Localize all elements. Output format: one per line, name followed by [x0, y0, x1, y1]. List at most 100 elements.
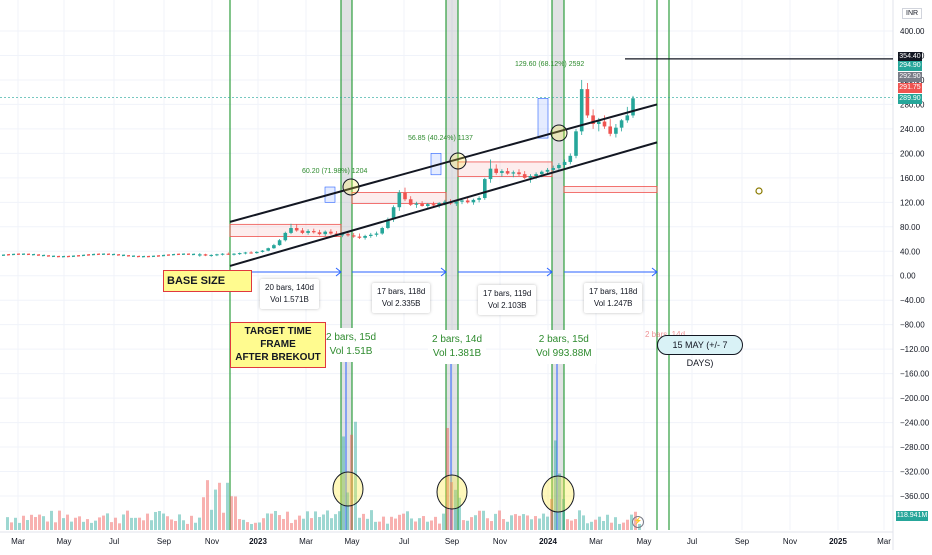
volume-bar: [366, 519, 369, 530]
candle-body: [603, 122, 607, 127]
base-measure-3: 17 bars, 119d Vol 2.103B: [478, 285, 536, 315]
volume-bar: [542, 514, 545, 530]
volume-bar: [234, 496, 237, 530]
candle-body: [551, 168, 555, 170]
volume-bar: [70, 522, 73, 530]
volume-bar: [582, 515, 585, 530]
y-tick-label: −40.00: [900, 296, 925, 305]
target-time-line-1: TARGET TIME: [231, 325, 325, 338]
y-tick-label: 120.00: [900, 198, 925, 207]
volume-bar: [538, 519, 541, 530]
x-tick-label: May: [344, 537, 359, 546]
y-tick-label: 80.00: [900, 223, 921, 232]
base-measure-4-vol: Vol 1.247B: [589, 298, 637, 310]
y-tick-label: −160.00: [900, 370, 930, 379]
y-tick-label: 40.00: [900, 247, 921, 256]
volume-bar: [138, 518, 141, 530]
volume-bar: [198, 518, 201, 530]
volume-bar: [222, 513, 225, 530]
candle-body: [266, 248, 270, 250]
candle-body: [244, 252, 248, 253]
replay-icon[interactable]: ⚡: [632, 516, 644, 528]
base-measure-4: 17 bars, 118d Vol 1.247B: [584, 283, 642, 313]
volume-bar: [246, 522, 249, 530]
volume-bar: [370, 510, 373, 530]
x-tick-label: Mar: [11, 537, 25, 546]
volume-bar: [58, 511, 61, 530]
volume-bar: [374, 522, 377, 530]
volume-bar: [6, 517, 9, 530]
x-tick-label: Mar: [589, 537, 603, 546]
candle-body: [620, 120, 624, 127]
volume-bar: [82, 522, 85, 530]
candle-body: [238, 253, 242, 254]
volume-bar: [170, 519, 173, 530]
volume-bar: [194, 523, 197, 530]
volume-bar: [206, 480, 209, 530]
volume-bar: [390, 517, 393, 530]
candle-body: [398, 193, 402, 208]
x-tick-label: Nov: [493, 537, 507, 546]
y-tick-label: −280.00: [900, 443, 930, 452]
candle-body: [455, 202, 459, 204]
breakout-measure-1-bars: 2 bars, 15d: [326, 331, 376, 345]
volume-bar: [310, 518, 313, 530]
volume-bar: [466, 521, 469, 530]
candle-body: [494, 169, 498, 173]
base-rectangle: [564, 186, 657, 192]
candle-body: [608, 126, 612, 133]
volume-highlight-circle: [333, 472, 363, 506]
y-tick-label: −360.00: [900, 492, 930, 501]
volume-bar: [302, 519, 305, 530]
candle-body: [569, 156, 573, 162]
candle-body: [289, 228, 293, 233]
candle-body: [460, 200, 464, 201]
candle-body: [306, 231, 310, 233]
candle-body: [380, 228, 384, 234]
candle-body: [352, 235, 356, 236]
volume-bar: [514, 514, 517, 530]
volume-highlight-circle: [542, 476, 574, 512]
x-tick-label: Nov: [205, 537, 219, 546]
candle-body: [586, 89, 590, 115]
x-tick-label: Mar: [877, 537, 891, 546]
candle-body: [631, 98, 635, 115]
candle-body: [472, 200, 476, 202]
breakout-band: [552, 0, 564, 530]
volume-bar: [122, 514, 125, 530]
base-size-note: BASE SIZE: [163, 270, 252, 292]
volume-bar: [306, 511, 309, 530]
x-tick-label: Jul: [687, 537, 697, 546]
volume-bar: [386, 524, 389, 530]
volume-bar: [486, 518, 489, 530]
candle-body: [278, 240, 282, 245]
volume-bar: [326, 510, 329, 530]
candle-body: [209, 255, 213, 256]
volume-bar: [298, 516, 301, 530]
x-tick-label: Nov: [783, 537, 797, 546]
volume-bar: [50, 511, 53, 530]
volume-bar: [38, 515, 41, 530]
volume-bar: [574, 519, 577, 530]
breakout-measure-2-vol: Vol 1.381B: [432, 347, 482, 361]
x-tick-label: Sep: [157, 537, 172, 546]
candle-body: [346, 234, 350, 235]
candle-body: [420, 204, 424, 206]
candle-body: [614, 128, 618, 134]
candle-body: [529, 176, 533, 178]
candle-body: [358, 237, 362, 238]
x-tick-label: Sep: [735, 537, 750, 546]
breakout-circle: [450, 153, 466, 169]
volume-bar: [442, 514, 445, 530]
volume-bar: [330, 518, 333, 530]
currency-label: INR: [902, 8, 922, 19]
x-tick-label: Jul: [399, 537, 409, 546]
candle-body: [198, 254, 202, 255]
volume-bar: [230, 496, 233, 530]
marker-circle: [756, 188, 762, 194]
base-measure-3-bars: 17 bars, 119d: [483, 288, 531, 300]
range-measure-box: [538, 98, 548, 138]
